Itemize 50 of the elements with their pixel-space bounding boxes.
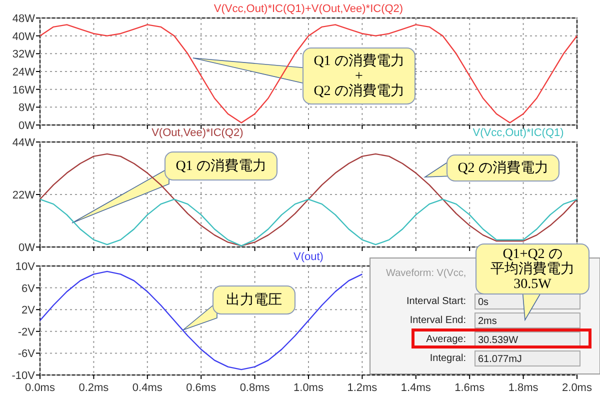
annotation: Interval Start:: [406, 296, 466, 307]
x-tick-label: 0.2ms: [78, 382, 110, 394]
series-label: V(Vcc,Out)*IC(Q1)+V(Out,Vee)*IC(Q2): [214, 3, 404, 15]
text: V(Vcc,Out)*IC(Q1): [472, 127, 564, 139]
annotation: 出力電圧: [226, 292, 282, 308]
annotation: Q1 の消費電力: [314, 53, 404, 69]
annotation: 2ms: [478, 316, 497, 327]
speech-bubble: Q1 の消費電力: [72, 152, 278, 224]
x-tick-label: 2.0ms: [562, 382, 592, 394]
annotation: Q1+Q2 の平均消費電力 30.5W: [490, 247, 574, 292]
annotation: 30.539W: [478, 335, 519, 346]
y-tick-label: 40W: [12, 30, 36, 43]
y-tick-label: 22W: [12, 190, 36, 202]
x-tick-label: 0.4ms: [132, 382, 163, 394]
annotation: 61.077mJ: [478, 354, 522, 365]
x-tick-label: 1.0ms: [294, 382, 324, 394]
line-series: [39, 270, 363, 370]
annotation: 0s: [478, 297, 489, 308]
y-tick-label: 0W: [18, 120, 36, 132]
annotation: Waveform: V(Vcc,: [386, 268, 466, 279]
y-tick-label: -6V: [18, 348, 36, 360]
y-tick-label: 24W: [12, 66, 36, 78]
y-tick-label: 32W: [12, 48, 36, 61]
annotation: Integral:: [430, 353, 466, 364]
y-tick-label: 0W: [18, 242, 36, 254]
y-tick-label: 16W: [12, 84, 36, 96]
y-tick-label: -10V: [12, 370, 36, 382]
text: V(out): [294, 251, 324, 263]
y-tick-label: 44W: [12, 137, 36, 149]
x-tick-label: 0.6ms: [186, 382, 217, 394]
y-tick-label: 48W: [12, 13, 36, 25]
annotation: Q2 の消費電力: [458, 160, 548, 176]
annotation: +: [355, 69, 364, 84]
x-tick-label: 1.4ms: [400, 382, 432, 394]
y-tick-label: 2V: [22, 304, 36, 317]
annotation: Average:: [426, 334, 466, 345]
x-tick-label: 0.8ms: [240, 382, 270, 394]
text: V(Out,Vee)*IC(Q2): [152, 127, 244, 139]
annotation: Q1 の消費電力: [176, 158, 266, 174]
x-tick-label: 1.2ms: [347, 382, 378, 394]
x-tick-label: 0.0ms: [25, 382, 56, 394]
y-tick-label: 6V: [22, 282, 36, 295]
y-tick-label: 10V: [15, 261, 36, 273]
annotation: Interval End:: [410, 315, 466, 326]
y-tick-label: -2V: [18, 326, 36, 338]
speech-bubble: 出力電圧: [182, 286, 296, 330]
x-tick-label: 1.8ms: [508, 382, 539, 394]
y-tick-label: 8W: [18, 102, 36, 114]
x-tick-label: 1.6ms: [454, 382, 486, 394]
annotation: Q2 の消費電力: [314, 83, 404, 99]
